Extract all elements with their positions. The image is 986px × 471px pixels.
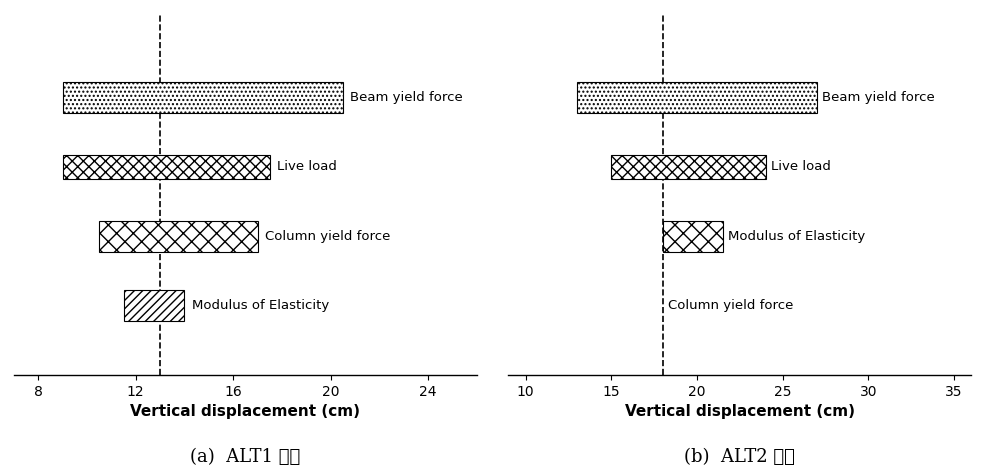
Text: Column yield force: Column yield force (265, 230, 390, 243)
Text: Live load: Live load (277, 160, 337, 173)
X-axis label: Vertical displacement (cm): Vertical displacement (cm) (130, 405, 360, 420)
Text: Beam yield force: Beam yield force (350, 91, 462, 104)
Text: Modulus of Elasticity: Modulus of Elasticity (191, 299, 329, 312)
Text: Live load: Live load (771, 160, 830, 173)
Bar (611, 154, 765, 179)
Text: Column yield force: Column yield force (668, 299, 793, 312)
Bar (577, 81, 817, 113)
Text: (b)  ALT2 모델: (b) ALT2 모델 (684, 448, 796, 466)
Text: Beam yield force: Beam yield force (822, 91, 935, 104)
Bar (63, 154, 270, 179)
X-axis label: Vertical displacement (cm): Vertical displacement (cm) (625, 405, 855, 420)
Bar (63, 81, 343, 113)
Bar (100, 220, 257, 252)
Text: Modulus of Elasticity: Modulus of Elasticity (728, 230, 865, 243)
Text: (a)  ALT1 모델: (a) ALT1 모델 (190, 448, 301, 466)
Bar (123, 290, 184, 321)
Bar (663, 220, 723, 252)
